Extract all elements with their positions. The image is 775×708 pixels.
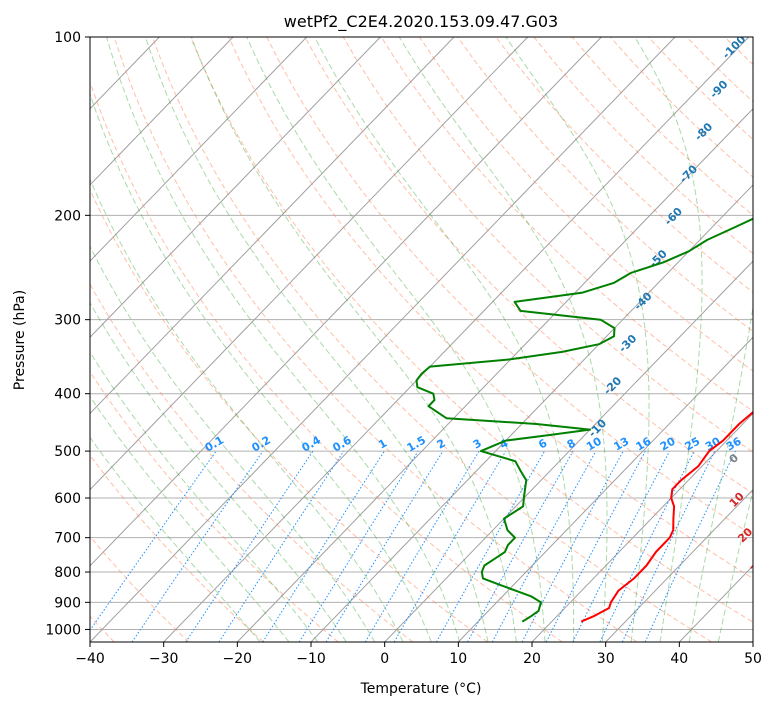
isotherm-line bbox=[90, 37, 602, 567]
y-tick-label: 600 bbox=[54, 491, 81, 507]
dry-adiabat-line bbox=[419, 37, 753, 372]
isotherm-line bbox=[90, 37, 308, 262]
dry-adiabat-line bbox=[90, 188, 488, 642]
isotherm-line bbox=[384, 260, 753, 642]
x-tick-label: 40 bbox=[670, 651, 688, 667]
isotherm-line bbox=[605, 488, 753, 642]
moist-adiabat-line bbox=[398, 37, 608, 642]
dry-adiabat-line bbox=[113, 37, 638, 642]
mixing-ratio-line bbox=[545, 450, 646, 642]
dry-adiabat-line bbox=[90, 80, 563, 642]
moist-adiabat-line bbox=[90, 395, 290, 642]
mixing-ratio-line bbox=[491, 450, 597, 642]
dry-adiabat-line bbox=[190, 37, 753, 623]
plot-background bbox=[90, 37, 753, 642]
isotherm-line bbox=[752, 641, 753, 642]
x-tick-label: 20 bbox=[523, 651, 541, 667]
moist-adiabat-line bbox=[246, 37, 546, 642]
plot-frame bbox=[89, 36, 754, 643]
isotherm-line bbox=[90, 37, 529, 491]
profiles bbox=[415, 217, 753, 623]
y-tick-label: 200 bbox=[54, 208, 81, 224]
moist-adiabat-line bbox=[634, 37, 703, 642]
x-tick-label: −10 bbox=[296, 651, 326, 667]
y-tick-label: 100 bbox=[54, 30, 81, 46]
mixing-ratio-line bbox=[644, 450, 736, 642]
x-axis-title: Temperature (°C) bbox=[360, 681, 482, 697]
moist-adiabat-line bbox=[144, 37, 489, 642]
dewpoint-profile-line bbox=[415, 217, 753, 623]
y-tick-label: 900 bbox=[54, 595, 81, 611]
mixing-ratio-line bbox=[467, 450, 574, 642]
isotherm-line bbox=[236, 108, 753, 642]
dry-adiabat-line bbox=[763, 37, 775, 642]
x-tick-label: −20 bbox=[223, 651, 253, 667]
isotherm-line bbox=[90, 37, 676, 642]
mixing-ratio-line bbox=[262, 450, 385, 642]
y-axis-title: Pressure (hPa) bbox=[12, 290, 28, 390]
mixing-ratio-line bbox=[90, 450, 217, 632]
dry-adiabat-line bbox=[457, 37, 753, 333]
x-tick-label: 10 bbox=[449, 651, 467, 667]
x-tick-label: 0 bbox=[380, 651, 389, 667]
chart-title: wetPf2_C2E4.2020.153.09.47.G03 bbox=[284, 12, 558, 32]
background-lines bbox=[0, 37, 775, 642]
isotherm-line bbox=[531, 412, 753, 642]
mixing-ratio-line bbox=[131, 450, 264, 642]
mixing-ratio-line bbox=[185, 450, 314, 642]
mixing-ratio-line bbox=[521, 450, 624, 642]
dry-adiabat-line bbox=[266, 37, 753, 537]
dry-adiabat-line bbox=[342, 37, 753, 453]
dry-adiabat-line bbox=[228, 37, 753, 580]
isotherm-line bbox=[90, 37, 455, 415]
y-tick-label: 500 bbox=[54, 444, 81, 460]
x-tick-label: −40 bbox=[75, 651, 105, 667]
dry-adiabat-line bbox=[90, 535, 190, 642]
y-tick-label: 400 bbox=[54, 387, 81, 403]
mixing-ratio-line bbox=[621, 450, 716, 642]
moist-adiabat-line bbox=[106, 37, 461, 642]
y-tick-label: 1000 bbox=[45, 622, 81, 638]
isotherm-line bbox=[457, 336, 753, 642]
y-tick-label: 300 bbox=[54, 313, 81, 329]
mixing-ratio-line bbox=[325, 450, 444, 642]
moist-adiabat-line bbox=[90, 92, 432, 642]
x-tick-label: −30 bbox=[149, 651, 179, 667]
mixing-ratio-line bbox=[435, 450, 546, 642]
temperature-profile-line bbox=[580, 410, 753, 623]
isotherm-line bbox=[0, 37, 12, 642]
y-tick-label: 800 bbox=[54, 565, 81, 581]
mixing-ratio-line bbox=[218, 450, 345, 642]
isotherm-line bbox=[163, 37, 750, 642]
x-tick-label: 50 bbox=[744, 651, 762, 667]
isotherm-line bbox=[90, 37, 234, 186]
axes: −40 −30 −20 −10 0 10 20 30 40 50 100 200 300 400 500 60… bbox=[45, 30, 762, 667]
moist-adiabat-line bbox=[90, 245, 376, 642]
adiabat-label: 40 bbox=[764, 584, 775, 604]
moist-adiabat-line bbox=[90, 178, 404, 642]
mixing-ratio-line bbox=[572, 450, 670, 642]
dry-adiabat-line bbox=[90, 283, 414, 642]
moist-adiabat-line bbox=[505, 37, 650, 642]
x-tick-label: 30 bbox=[597, 651, 615, 667]
y-tick-label: 700 bbox=[54, 531, 81, 547]
moist-adiabat-line bbox=[90, 301, 347, 642]
mixing-ratio-line bbox=[364, 450, 480, 642]
moist-adiabat-line bbox=[90, 351, 319, 642]
moist-adiabat-line bbox=[90, 436, 261, 642]
moist-adiabat-line bbox=[688, 304, 753, 642]
adiabat-label: 30 bbox=[748, 556, 768, 576]
mixing-ratio-line bbox=[298, 450, 419, 642]
isotherm-line bbox=[90, 37, 381, 338]
moist-adiabat-line bbox=[314, 37, 575, 642]
